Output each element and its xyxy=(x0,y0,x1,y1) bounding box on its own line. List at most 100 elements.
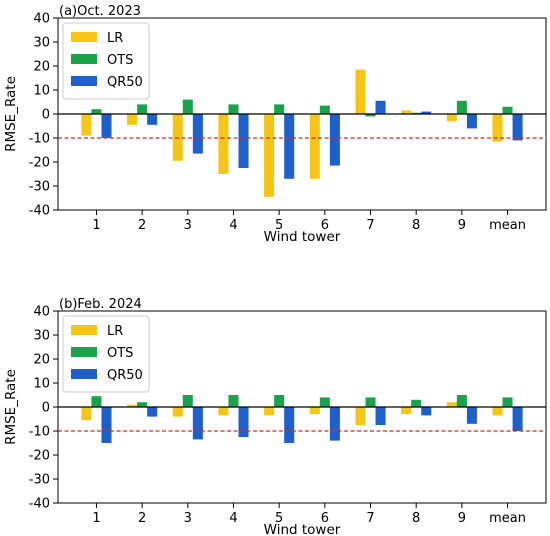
bar-ots-4 xyxy=(228,104,239,114)
legend-label-ots: OTS xyxy=(107,53,133,68)
bar-ots-1 xyxy=(91,109,102,114)
x-tick-label: 3 xyxy=(184,511,192,526)
x-tick-label: 7 xyxy=(366,218,374,233)
chart-panel-2: 40 30 20 10 0 -10 -20 -30 -40 1 2 3 4 5 6 7 8 9 mean Wind t… xyxy=(3,297,547,536)
panel-title: (a)Oct. 2023 xyxy=(59,4,141,19)
bar-qr50-3 xyxy=(192,114,203,154)
y-tick-label: 30 xyxy=(33,36,50,51)
bar-lr-7 xyxy=(355,69,366,114)
x-tick-label: 7 xyxy=(366,511,374,526)
bar-qr50-8 xyxy=(421,111,432,114)
x-tick-label: 5 xyxy=(275,218,283,233)
bar-lr-3 xyxy=(172,407,183,417)
bar-qr50-1 xyxy=(101,114,112,138)
y-tick-label: -20 xyxy=(29,156,50,171)
legend-swatch-ots xyxy=(71,347,97,357)
bar-lr-7 xyxy=(355,407,366,425)
x-tick-label: 2 xyxy=(138,511,146,526)
bar-lr-8 xyxy=(401,407,412,415)
y-tick-label: 40 xyxy=(33,12,50,27)
bar-lr-9 xyxy=(446,402,457,407)
bar-ots-4 xyxy=(228,395,239,407)
bar-ots-1 xyxy=(91,396,102,407)
x-tick-label: 8 xyxy=(412,511,420,526)
bar-qr50-7 xyxy=(375,407,386,425)
bar-lr-4 xyxy=(218,114,229,174)
legend-label-qr50: QR50 xyxy=(107,368,143,383)
bar-lr-mean xyxy=(492,407,503,416)
legend-label-lr: LR xyxy=(107,324,123,339)
bar-ots-5 xyxy=(274,104,285,114)
y-tick-label: 10 xyxy=(33,84,50,99)
y-axis-label: RMSE_Rate xyxy=(3,76,19,152)
x-tick-label: 9 xyxy=(458,218,466,233)
legend-swatch-lr xyxy=(71,32,97,42)
chart-panel-1: 40 30 20 10 0 -10 -20 -30 -40 1 2 3 4 5 6 7 8 9 mean Wind t… xyxy=(3,4,547,245)
bar-ots-6 xyxy=(319,397,330,407)
bar-qr50-9 xyxy=(466,407,477,424)
bar-lr-5 xyxy=(264,114,275,197)
bar-ots-mean xyxy=(502,397,513,407)
bar-ots-9 xyxy=(456,100,467,114)
x-tick-label: mean xyxy=(489,218,526,233)
bar-qr50-mean xyxy=(512,407,523,431)
x-tick-label: 2 xyxy=(138,218,146,233)
bar-ots-mean xyxy=(502,106,513,114)
bar-ots-8 xyxy=(411,399,422,407)
bar-qr50-mean xyxy=(512,114,523,141)
bar-lr-6 xyxy=(309,114,320,179)
legend-swatch-qr50 xyxy=(71,76,97,86)
bar-qr50-3 xyxy=(192,407,203,440)
x-tick-label: 8 xyxy=(412,218,420,233)
bar-ots-7 xyxy=(365,114,376,117)
bar-lr-1 xyxy=(81,114,92,136)
legend-swatch-lr xyxy=(71,325,97,335)
bar-qr50-5 xyxy=(284,407,295,443)
bar-lr-2 xyxy=(127,404,138,407)
bar-ots-5 xyxy=(274,395,285,407)
bar-lr-1 xyxy=(81,407,92,421)
x-axis-label: Wind tower xyxy=(264,229,341,245)
y-tick-label: 30 xyxy=(33,329,50,344)
bar-ots-2 xyxy=(137,104,148,114)
bar-ots-9 xyxy=(456,395,467,407)
y-tick-label: -40 xyxy=(29,497,50,512)
y-tick-label: -10 xyxy=(29,425,50,440)
x-tick-label: 5 xyxy=(275,511,283,526)
x-axis-label: Wind tower xyxy=(264,522,341,536)
x-tick-label: 6 xyxy=(321,218,329,233)
bar-lr-5 xyxy=(264,407,275,416)
legend: LR OTS QR50 xyxy=(62,22,150,100)
bar-qr50-6 xyxy=(329,407,340,441)
panel-title: (b)Feb. 2024 xyxy=(59,297,142,312)
legend-label-ots: OTS xyxy=(107,346,133,361)
bar-qr50-4 xyxy=(238,407,249,437)
y-tick-label: -20 xyxy=(29,449,50,464)
bar-ots-3 xyxy=(182,99,193,114)
bar-ots-3 xyxy=(182,395,193,407)
bar-lr-8 xyxy=(401,110,412,114)
y-tick-label: -10 xyxy=(29,132,50,147)
x-tick-label: 3 xyxy=(184,218,192,233)
bar-lr-6 xyxy=(309,407,320,415)
x-tick-label: 1 xyxy=(92,218,100,233)
legend: LR OTS QR50 xyxy=(62,315,150,393)
legend-swatch-qr50 xyxy=(71,369,97,379)
legend-label-qr50: QR50 xyxy=(107,75,143,90)
y-tick-label: -30 xyxy=(29,473,50,488)
bar-qr50-5 xyxy=(284,114,295,179)
x-tick-label: 9 xyxy=(458,511,466,526)
x-tick-label: mean xyxy=(489,511,526,526)
bar-qr50-6 xyxy=(329,114,340,166)
y-axis-label: RMSE_Rate xyxy=(3,369,19,445)
bar-qr50-9 xyxy=(466,114,477,129)
bar-lr-mean xyxy=(492,114,503,142)
y-tick-label: 20 xyxy=(33,60,50,75)
x-tick-label: 6 xyxy=(321,511,329,526)
x-tick-label: 1 xyxy=(92,511,100,526)
x-tick-label: 4 xyxy=(229,511,237,526)
y-tick-label: -40 xyxy=(29,204,50,219)
bar-qr50-4 xyxy=(238,114,249,168)
bar-qr50-2 xyxy=(147,114,158,125)
